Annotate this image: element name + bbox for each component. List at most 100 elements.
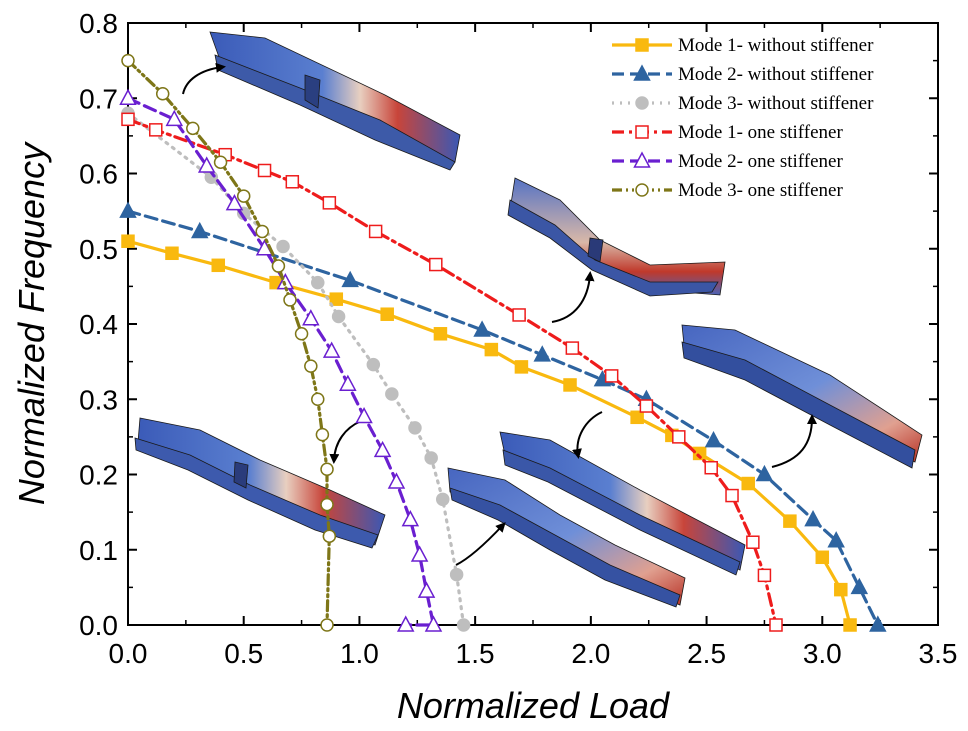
legend-label: Mode 2- one stiffener	[678, 151, 843, 172]
data-point	[186, 121, 200, 136]
data-point	[121, 53, 135, 68]
data-point	[704, 460, 718, 475]
arrow-to-right-image	[771, 414, 817, 468]
legend-label: Mode 1- one stiffener	[678, 122, 843, 143]
data-point	[320, 618, 334, 632]
data-point	[484, 342, 499, 357]
data-point	[563, 378, 577, 392]
x-tick-label: 3.0	[803, 638, 842, 669]
data-point	[385, 387, 399, 401]
data-point	[815, 550, 830, 565]
data-point	[380, 307, 394, 321]
legend-item: Mode 2- one stiffener	[612, 151, 843, 172]
data-point	[213, 155, 228, 169]
mode-shape-image-bottom-left	[134, 417, 386, 549]
data-point	[373, 440, 392, 458]
data-point	[769, 618, 783, 632]
y-tick-label: 0.6	[79, 159, 118, 190]
data-point	[257, 163, 272, 178]
legend-item: Mode 2- without stiffener	[612, 64, 874, 85]
mode-shape-image-center-right	[499, 431, 746, 576]
data-point	[704, 431, 723, 448]
data-point	[449, 567, 464, 582]
legend-marker	[633, 151, 651, 168]
data-point	[283, 293, 297, 307]
data-point	[165, 246, 179, 261]
data-point	[285, 175, 300, 189]
arrow-to-top-left-image	[182, 62, 226, 95]
legend-marker	[635, 38, 649, 52]
series-layer	[119, 53, 887, 632]
data-point	[197, 156, 216, 173]
data-point	[211, 258, 226, 273]
data-point	[121, 234, 135, 248]
data-point	[331, 309, 346, 324]
data-point	[410, 545, 429, 562]
mode-shape-image-center	[447, 467, 686, 608]
data-point	[119, 88, 137, 105]
legend-marker	[635, 183, 649, 197]
legend-label: Mode 2- without stiffener	[678, 64, 874, 85]
x-tick-label: 0.5	[224, 638, 263, 669]
data-point	[276, 239, 290, 254]
legend-item: Mode 3- without stiffener	[612, 93, 874, 114]
mode-shape-image-top-left	[209, 31, 461, 171]
data-point	[473, 320, 491, 337]
data-point	[149, 123, 163, 137]
arrow-to-center-right-image	[572, 411, 603, 459]
legend-item: Mode 1- one stiffener	[612, 122, 843, 143]
mode-shape-illustrations	[134, 31, 923, 608]
data-point	[322, 196, 337, 210]
y-tick-label: 0.0	[79, 610, 118, 641]
series-2	[119, 201, 887, 632]
axis-tick-labels: 0.0 0.5 1.0 1.5 2.0 2.5 3.0 3.5 0.0 0.1 0.2 0.3 0.4 0…	[79, 8, 957, 669]
data-point	[271, 259, 286, 273]
data-point	[225, 194, 244, 211]
y-tick-label: 0.8	[79, 8, 118, 39]
data-point	[604, 369, 619, 383]
legend-label: Mode 3- without stiffener	[678, 93, 874, 114]
data-point	[741, 476, 755, 491]
x-tick-label: 0.0	[109, 638, 148, 669]
legend-marker	[635, 96, 649, 110]
y-tick-label: 0.1	[79, 535, 118, 566]
data-point	[692, 446, 707, 461]
y-tick-label: 0.5	[79, 234, 118, 265]
data-point	[783, 514, 797, 528]
data-point	[672, 430, 686, 444]
data-point	[630, 410, 644, 425]
data-point	[396, 615, 415, 632]
series-4	[121, 112, 783, 632]
series-line	[126, 59, 331, 627]
legend-label: Mode 3- one stiffener	[678, 180, 843, 201]
x-tick-label: 3.5	[919, 638, 958, 669]
data-point	[165, 109, 184, 127]
data-point	[408, 421, 422, 435]
data-point	[311, 275, 325, 290]
data-point	[533, 345, 552, 362]
arrow-to-middle-right-image	[551, 271, 595, 323]
data-point	[433, 327, 448, 341]
data-point	[329, 292, 344, 306]
x-tick-label: 2.5	[687, 638, 726, 669]
data-point	[294, 327, 309, 341]
data-point	[755, 464, 774, 482]
data-point	[512, 308, 526, 322]
mode-shape-image-right	[681, 324, 923, 469]
data-point	[834, 582, 848, 597]
data-point	[366, 357, 381, 372]
data-point	[435, 492, 450, 507]
data-point	[424, 451, 438, 465]
arrow-to-bottom-left-image	[329, 420, 362, 464]
legend-item: Mode 3- one stiffener	[612, 180, 843, 201]
data-point	[302, 309, 320, 326]
data-point	[355, 406, 373, 424]
data-point	[429, 257, 443, 272]
data-point	[804, 510, 822, 527]
data-point	[190, 221, 209, 239]
legend: Mode 1- without stiffener Mode 2- without…	[612, 35, 874, 201]
x-tick-label: 2.0	[571, 638, 610, 669]
data-point	[121, 112, 135, 127]
legend-item: Mode 1- without stiffener	[612, 35, 874, 56]
data-point	[315, 427, 330, 442]
